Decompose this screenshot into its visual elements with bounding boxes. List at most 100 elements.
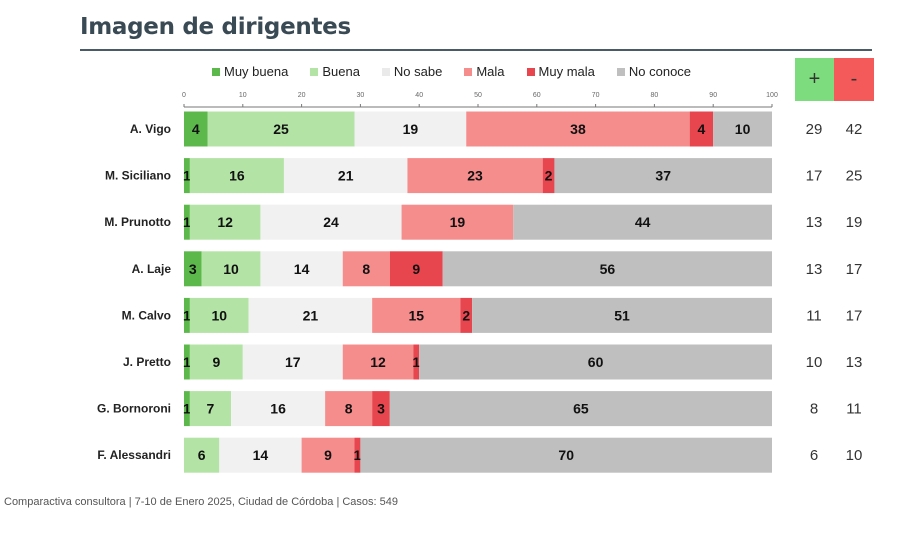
bar-segment bbox=[354, 111, 467, 147]
data-label: 1 bbox=[354, 447, 362, 463]
negative-total: 10 bbox=[846, 447, 863, 464]
data-label: 12 bbox=[370, 354, 386, 370]
positive-total: 11 bbox=[806, 307, 822, 324]
legend-label: Mala bbox=[476, 64, 505, 79]
bar-segment bbox=[283, 158, 408, 194]
data-label: 3 bbox=[377, 401, 385, 417]
negative-total: 17 bbox=[846, 307, 863, 324]
positive-total: 29 bbox=[806, 121, 823, 138]
x-tick-label: 20 bbox=[298, 92, 306, 99]
bar-segment bbox=[260, 204, 402, 240]
data-label: 23 bbox=[467, 168, 483, 184]
legend-label: No conoce bbox=[628, 64, 692, 79]
data-label: 10 bbox=[735, 121, 751, 137]
positive-total: 13 bbox=[806, 261, 823, 278]
bar-segment bbox=[442, 251, 772, 287]
category-label: G. Bornoroni bbox=[97, 402, 171, 416]
bar-segment bbox=[513, 204, 772, 240]
bar-segment bbox=[189, 158, 284, 194]
bar-segment bbox=[231, 391, 326, 427]
data-label: 12 bbox=[217, 214, 233, 230]
bar-segment bbox=[184, 158, 190, 194]
x-tick-label: 70 bbox=[592, 92, 600, 99]
x-tick-label: 90 bbox=[709, 92, 717, 99]
bar-segment bbox=[360, 437, 772, 473]
data-label: 1 bbox=[183, 214, 191, 230]
positive-total: 8 bbox=[810, 401, 818, 418]
negative-total: 11 bbox=[846, 401, 862, 418]
data-label: 14 bbox=[253, 447, 269, 463]
legend-item: Buena bbox=[310, 64, 360, 79]
negative-total: 25 bbox=[846, 168, 863, 185]
legend-swatch bbox=[526, 67, 535, 76]
legend-label: Muy mala bbox=[538, 64, 595, 79]
bar-segment bbox=[260, 251, 343, 287]
bar-segment bbox=[189, 344, 243, 380]
data-label: 56 bbox=[600, 261, 616, 277]
bar-segment bbox=[219, 437, 302, 473]
legend-label: Muy buena bbox=[224, 64, 289, 79]
bar-segment bbox=[419, 344, 772, 380]
bar-segment bbox=[184, 297, 190, 333]
data-label: 21 bbox=[303, 307, 319, 323]
bar-segment bbox=[713, 111, 772, 147]
legend-swatch bbox=[464, 67, 473, 76]
bar-segment bbox=[184, 111, 208, 147]
x-tick-label: 60 bbox=[533, 92, 541, 99]
data-label: 2 bbox=[545, 168, 553, 184]
data-label: 37 bbox=[655, 168, 671, 184]
data-label: 14 bbox=[294, 261, 310, 277]
data-label: 38 bbox=[570, 121, 586, 137]
x-tick-label: 0 bbox=[182, 92, 186, 99]
category-label: A. Vigo bbox=[130, 122, 171, 136]
legend-swatch bbox=[616, 67, 625, 76]
data-label: 10 bbox=[223, 261, 239, 277]
data-label: 10 bbox=[211, 307, 227, 323]
bar-segment bbox=[401, 204, 514, 240]
x-tick-label: 80 bbox=[651, 92, 659, 99]
x-tick-label: 50 bbox=[474, 92, 482, 99]
data-label: 1 bbox=[183, 307, 191, 323]
data-label: 21 bbox=[338, 168, 354, 184]
positive-total: 17 bbox=[806, 168, 823, 185]
data-label: 7 bbox=[207, 401, 215, 417]
bar-segment bbox=[354, 437, 361, 473]
data-label: 15 bbox=[408, 307, 424, 323]
data-label: 44 bbox=[635, 214, 651, 230]
data-label: 60 bbox=[588, 354, 604, 370]
positive-total: 6 bbox=[810, 447, 818, 464]
data-label: 8 bbox=[362, 261, 370, 277]
data-label: 1 bbox=[412, 354, 420, 370]
category-label: A. Laje bbox=[132, 262, 172, 276]
data-label: 4 bbox=[192, 121, 200, 137]
negative-total: 42 bbox=[846, 121, 863, 138]
data-label: 24 bbox=[323, 214, 339, 230]
bar-segment bbox=[248, 297, 373, 333]
bar-segment bbox=[189, 391, 232, 427]
negative-header: - bbox=[834, 58, 874, 101]
category-label: M. Prunotto bbox=[104, 215, 171, 229]
bar-segment bbox=[472, 297, 772, 333]
legend-item: Muy buena bbox=[212, 64, 288, 79]
x-tick-label: 10 bbox=[239, 92, 247, 99]
legend-swatch bbox=[212, 67, 220, 76]
data-label: 25 bbox=[273, 121, 289, 137]
legend-label: No sabe bbox=[393, 64, 443, 79]
bar-segment bbox=[389, 251, 443, 287]
bar-segment bbox=[184, 344, 190, 380]
legend-item: Muy mala bbox=[526, 64, 595, 79]
data-label: 9 bbox=[324, 447, 332, 463]
x-tick-label: 30 bbox=[357, 92, 365, 99]
data-label: 1 bbox=[183, 401, 191, 417]
bar-segment bbox=[201, 251, 261, 287]
bar-segment bbox=[184, 204, 190, 240]
bar-segment bbox=[466, 111, 690, 147]
bar-segment bbox=[189, 297, 249, 333]
bar-segment bbox=[207, 111, 355, 147]
bar-segment bbox=[460, 297, 473, 333]
legend-item: Mala bbox=[464, 64, 505, 79]
data-label: 51 bbox=[614, 307, 630, 323]
positive-header: + bbox=[795, 58, 834, 101]
bar-segment bbox=[372, 297, 461, 333]
